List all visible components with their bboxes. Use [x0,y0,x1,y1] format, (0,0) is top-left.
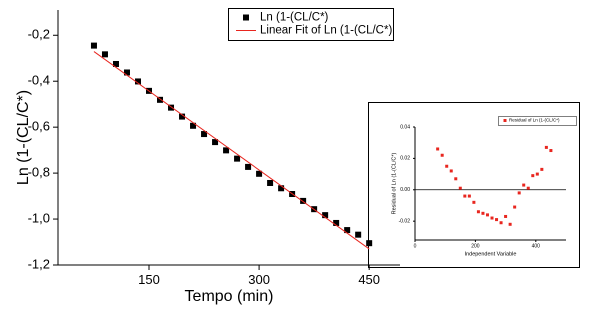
x-tick-label: 450 [358,272,380,287]
data-point [463,194,467,198]
data-point [549,149,553,153]
y-axis-title: Ln (1-(CL/C*) [15,90,32,185]
y-tick-label: 0.00 [400,187,410,193]
y-tick-label: -0.02 [399,218,411,224]
data-point [513,205,517,209]
data-point [123,69,130,76]
legend-marker [503,119,507,122]
y-tick-label: -0,6 [28,119,50,134]
data-point [449,169,453,173]
data-point [344,227,351,234]
data-point [300,197,307,204]
data-point [267,179,274,186]
x-axis-title: Tempo (min) [185,288,274,305]
legend-label: Ln (1-(CL/C*) [260,12,329,24]
data-point [540,167,544,171]
y-tick-label: -1,0 [28,210,50,225]
data-point [467,194,471,198]
x-axis-title: Independent Variable [465,251,517,257]
data-point [223,147,230,154]
data-point [212,139,219,146]
data-point [436,147,440,151]
data-point [499,221,503,225]
data-point [134,78,141,85]
data-point [485,213,489,217]
data-point [278,185,285,192]
data-point [355,231,362,238]
fit-line [93,51,370,250]
data-point [535,172,539,176]
data-point [544,145,548,149]
data-point [522,183,526,187]
legend-marker [243,14,249,21]
legend-label: Linear Fit of Ln (1-(CL/C*) [260,25,392,37]
y-axis-title: Residual of Ln (1-(CL/C*) [391,152,397,214]
data-point [481,211,485,215]
y-tick-label: -0,2 [28,27,50,42]
data-point [333,219,340,226]
legend-box [498,116,577,126]
data-point [440,153,444,157]
data-point [445,164,449,168]
data-point [112,60,119,67]
data-point [179,113,186,120]
data-point [476,210,480,214]
data-point [256,170,263,177]
data-point [504,214,508,218]
data-point [366,240,373,247]
data-point [517,191,521,195]
data-point [458,186,462,190]
data-point [245,163,252,170]
data-point [508,222,512,226]
data-point [157,96,164,103]
y-tick-label: -0,8 [28,165,50,180]
data-point [472,200,476,204]
y-tick-label: 0.02 [400,156,410,162]
data-point [526,186,530,190]
data-point [168,104,175,111]
x-tick-label: 400 [532,243,541,249]
data-point [322,212,329,219]
x-tick-label: 0 [414,243,417,249]
y-tick-label: -0,4 [28,73,50,88]
data-point [454,177,458,181]
x-tick-label: 200 [471,243,480,249]
x-tick-label: 300 [248,272,270,287]
data-point [101,51,108,58]
data-point [201,131,208,138]
legend-box [228,8,394,41]
x-tick-label: 150 [138,272,160,287]
data-point [234,155,241,162]
data-point [531,174,535,178]
y-tick-label: -1,2 [28,256,50,271]
data-point [490,216,494,220]
y-tick-label: 0.04 [400,124,410,130]
data-point [495,218,499,222]
legend-label: Residual of Ln (1-(CL/C*) [509,118,560,123]
data-point [90,42,97,49]
data-point [190,122,197,129]
